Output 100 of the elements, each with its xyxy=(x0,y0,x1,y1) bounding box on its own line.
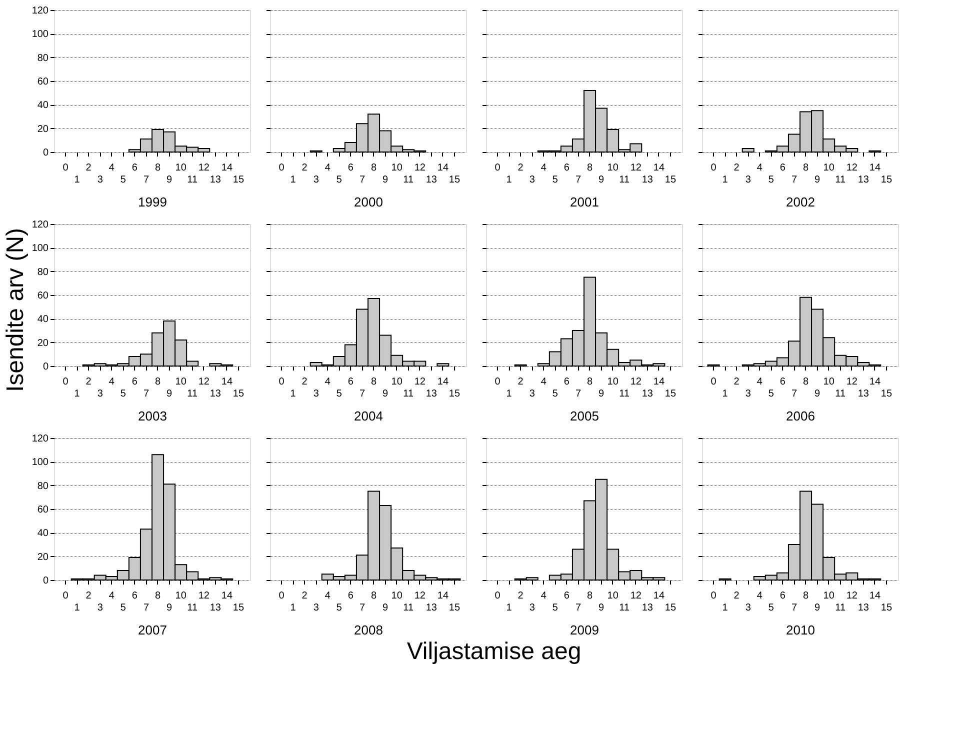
y-tick-label: 100 xyxy=(32,29,49,40)
x-tick-label: 4 xyxy=(540,376,547,388)
x-tick-label: 13 xyxy=(426,174,438,186)
x-tick-label: 8 xyxy=(586,162,593,174)
x-tick-label: 9 xyxy=(382,174,389,186)
x-tick-label: 14 xyxy=(221,590,233,602)
y-tick-label: 40 xyxy=(37,100,49,112)
x-tick-label: 10 xyxy=(391,376,403,388)
x-tick-label: 2 xyxy=(734,590,740,602)
x-tick-label: 5 xyxy=(552,602,558,614)
x-tick-label: 11 xyxy=(403,388,414,400)
x-tick-label: 7 xyxy=(791,174,798,186)
x-tick-label: 12 xyxy=(414,162,426,174)
y-tick-label: 40 xyxy=(37,528,49,540)
x-tick-label: 13 xyxy=(642,388,654,400)
x-tick-label: 11 xyxy=(619,388,630,400)
x-axis-title: 2003 xyxy=(138,408,167,424)
x-tick-label: 4 xyxy=(324,590,331,602)
x-tick-label: 11 xyxy=(403,602,414,614)
x-tick-label: 4 xyxy=(540,162,547,174)
x-axis-title: 2008 xyxy=(354,622,383,638)
x-tick-label: 0 xyxy=(62,590,69,602)
x-tick-label: 0 xyxy=(278,590,285,602)
y-tick-label: 60 xyxy=(37,76,49,88)
y-tick-label: 120 xyxy=(32,220,49,230)
x-tick-label: 11 xyxy=(187,602,198,614)
x-axis-title: 2002 xyxy=(786,194,815,210)
x-tick-label: 13 xyxy=(642,602,654,614)
text: Viljastamise aeg xyxy=(406,638,582,665)
x-tick-label: 9 xyxy=(598,602,605,614)
bar xyxy=(436,363,450,366)
x-tick-label: 9 xyxy=(382,388,389,400)
x-tick-label: 12 xyxy=(414,376,426,388)
x-tick-label: 1 xyxy=(290,602,296,614)
x-tick-label: 1 xyxy=(74,174,80,186)
x-tick-label: 6 xyxy=(348,590,354,602)
x-tick-label: 14 xyxy=(653,590,665,602)
y-tick-label: 60 xyxy=(37,290,49,302)
x-tick-label: 5 xyxy=(552,388,558,400)
x-tick-label: 3 xyxy=(745,388,752,400)
x-tick-label: 7 xyxy=(143,388,150,400)
x-tick-label: 12 xyxy=(630,590,642,602)
x-tick-label: 13 xyxy=(426,602,438,614)
x-tick-label: 15 xyxy=(448,174,460,186)
x-tick-label: 14 xyxy=(869,590,881,602)
x-tick-label: 0 xyxy=(710,376,717,388)
x-tick-label: 1 xyxy=(722,388,728,400)
x-tick-label: 1 xyxy=(290,174,296,186)
x-tick-label: 9 xyxy=(166,388,173,400)
x-tick-label: 10 xyxy=(175,590,187,602)
x-tick-label: 7 xyxy=(791,388,798,400)
x-tick-label: 0 xyxy=(62,376,69,388)
x-tick-label: 12 xyxy=(198,590,210,602)
x-tick-label: 4 xyxy=(756,590,763,602)
x-tick-label: 11 xyxy=(403,174,414,186)
x-tick-label: 12 xyxy=(846,590,858,602)
x-tick-label: 12 xyxy=(198,376,210,388)
x-tick-label: 15 xyxy=(664,174,676,186)
x-tick-label: 7 xyxy=(143,602,150,614)
x-tick-label: 9 xyxy=(598,174,605,186)
x-tick-label: 14 xyxy=(437,590,449,602)
x-tick-label: 3 xyxy=(529,174,536,186)
x-tick-label: 7 xyxy=(791,602,798,614)
x-tick-label: 6 xyxy=(132,162,138,174)
x-tick-label: 1 xyxy=(722,174,728,186)
y-tick-label: 120 xyxy=(32,6,49,16)
x-tick-label: 11 xyxy=(835,388,846,400)
x-tick-label: 15 xyxy=(232,602,244,614)
x-axis-title: 2001 xyxy=(570,194,599,210)
x-tick-label: 5 xyxy=(768,388,774,400)
y-tick-label: 20 xyxy=(37,124,49,135)
x-tick-label: 3 xyxy=(97,602,104,614)
x-tick-label: 14 xyxy=(221,162,233,174)
x-tick-label: 8 xyxy=(802,590,809,602)
x-axis-title: 2007 xyxy=(138,622,167,638)
x-tick-label: 5 xyxy=(768,602,774,614)
x-tick-label: 6 xyxy=(780,162,786,174)
x-tick-label: 4 xyxy=(324,376,331,388)
x-tick-label: 4 xyxy=(756,162,763,174)
x-tick-label: 6 xyxy=(564,376,570,388)
x-tick-label: 9 xyxy=(814,388,821,400)
x-tick-label: 13 xyxy=(858,174,870,186)
x-axis-title: 1999 xyxy=(138,194,167,210)
x-tick-label: 4 xyxy=(108,162,115,174)
x-tick-label: 5 xyxy=(768,174,774,186)
x-tick-label: 3 xyxy=(529,388,536,400)
x-tick-label: 11 xyxy=(187,174,198,186)
x-tick-label: 9 xyxy=(814,602,821,614)
x-tick-label: 3 xyxy=(313,174,320,186)
x-tick-label: 12 xyxy=(414,590,426,602)
x-tick-label: 7 xyxy=(359,174,366,186)
x-tick-label: 14 xyxy=(869,376,881,388)
y-tick-label: 80 xyxy=(37,480,49,492)
x-tick-label: 1 xyxy=(74,602,80,614)
x-tick-label: 9 xyxy=(814,174,821,186)
x-tick-label: 15 xyxy=(448,388,460,400)
x-tick-label: 6 xyxy=(564,162,570,174)
x-tick-label: 3 xyxy=(97,388,104,400)
x-tick-label: 10 xyxy=(175,162,187,174)
x-tick-label: 2 xyxy=(302,590,308,602)
